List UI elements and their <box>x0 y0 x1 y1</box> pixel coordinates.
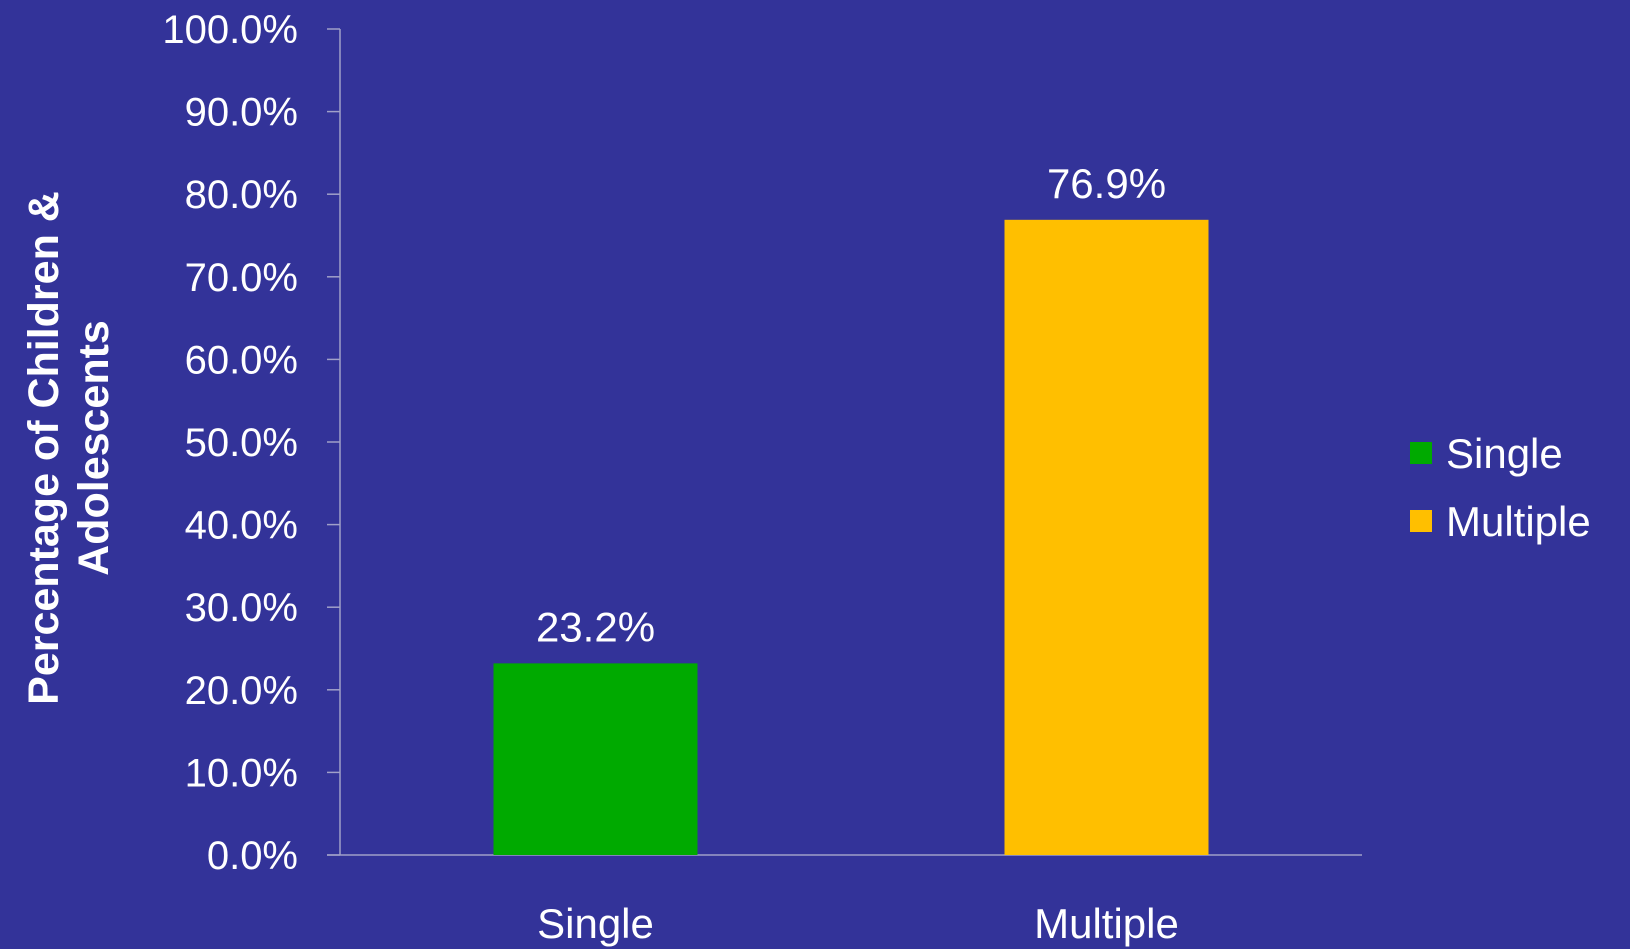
y-axis-title-line-1: Percentage of Children & <box>20 191 68 705</box>
y-axis-title: Percentage of Children & Adolescents <box>20 191 118 705</box>
data-label: 76.9% <box>1047 160 1166 207</box>
legend-label: Multiple <box>1446 498 1591 545</box>
y-tick-label: 60.0% <box>185 338 298 382</box>
bars <box>493 219 1209 855</box>
y-tick-label: 10.0% <box>185 751 298 795</box>
y-axis-title-line-2: Adolescents <box>70 320 118 576</box>
y-tick-label: 40.0% <box>185 504 298 548</box>
x-axis: Single Multiple <box>327 854 1362 947</box>
y-tick-label: 80.0% <box>185 173 298 217</box>
y-tick-label: 100.0% <box>162 8 298 52</box>
bar-multiple <box>1004 219 1209 855</box>
legend-swatch <box>1410 442 1432 464</box>
y-axis: 0.0% 10.0% 20.0% 30.0% 40.0% 50.0% 60.0% 70.0% 8… <box>162 8 341 878</box>
y-tick-label: 20.0% <box>185 669 298 713</box>
legend-label: Single <box>1446 430 1563 477</box>
legend: Single Multiple <box>1410 430 1591 545</box>
data-label: 23.2% <box>536 603 655 650</box>
x-category-label: Single <box>537 900 654 947</box>
y-tick-label: 30.0% <box>185 586 298 630</box>
data-labels: 23.2% 76.9% <box>536 160 1166 651</box>
bar-single <box>493 663 698 855</box>
y-tick-label: 0.0% <box>207 834 298 878</box>
y-tick-label: 90.0% <box>185 91 298 135</box>
legend-swatch <box>1410 510 1432 532</box>
y-tick-label: 70.0% <box>185 256 298 300</box>
y-tick-label: 50.0% <box>185 421 298 465</box>
x-category-label: Multiple <box>1034 900 1179 947</box>
